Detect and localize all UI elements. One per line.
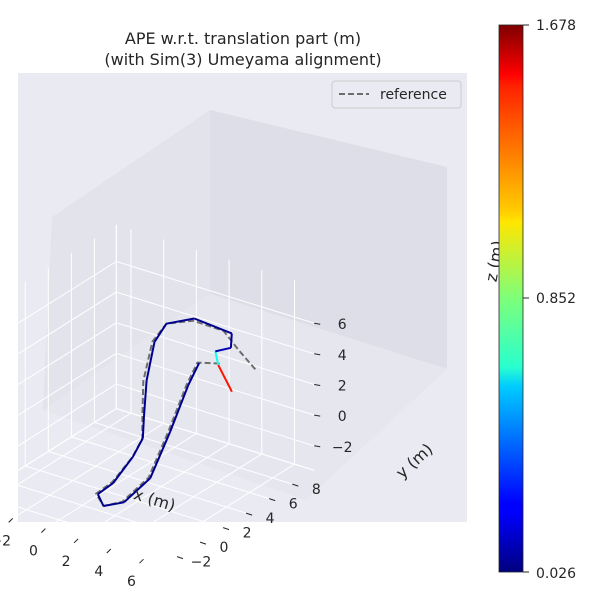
grid-line-z-side: [0, 352, 117, 428]
y-tick-label: 2: [243, 526, 252, 542]
z-tick-mark: [314, 322, 321, 325]
trajectory-layer: [94, 317, 257, 508]
estimate-segment: [141, 415, 145, 439]
z-tick-mark: [314, 445, 321, 448]
colorbar-gradient: [499, 25, 523, 572]
z-tick-label: 4: [338, 348, 347, 364]
pane-edges: [0, 224, 315, 483]
colorbar: 1.678 0.852 0.026: [498, 18, 576, 582]
grid-line-z-side: [0, 291, 117, 366]
y-tick-mark: [222, 527, 230, 531]
estimate-segment: [145, 341, 156, 381]
z-tick-mark: [314, 384, 321, 386]
grid-line-z-side: [0, 322, 117, 397]
x-tick-mark: [73, 538, 79, 544]
x-tick-label: 0: [29, 544, 38, 560]
z-tick-mark: [314, 414, 321, 417]
grid-line-x-floor: [0, 412, 132, 497]
estimate-segment: [149, 431, 172, 479]
grid-line-x-floor: [110, 453, 263, 550]
chart-title-line1: APE w.r.t. translation part (m): [125, 29, 361, 48]
grid-line-z-back: [116, 291, 315, 355]
x-tick-mark: [8, 518, 14, 523]
x-tick-mark: [139, 558, 144, 564]
estimate-segment: [193, 317, 233, 335]
y-tick-mark: [176, 556, 184, 560]
estimate-segment: [169, 384, 190, 433]
legend-box: [331, 80, 462, 109]
grid-line-z-side: [0, 383, 117, 458]
y-tick-mark: [269, 498, 276, 502]
x-tick-mark: [106, 548, 112, 554]
grid-line-x-floor: [77, 443, 230, 540]
grid-line-x-floor: [12, 422, 164, 519]
chart-title-line2: (with Sim(3) Umeyama alignment): [104, 50, 381, 69]
estimate-segment: [96, 493, 105, 507]
x-tick-label: 2: [62, 554, 71, 570]
y-tick-label: −2: [191, 555, 212, 571]
grid-line-y-floor: [94, 421, 293, 485]
z-tick-mark: [314, 353, 321, 356]
estimate-segment: [112, 456, 134, 484]
grid-line-y-floor: [2, 479, 201, 543]
estimate-segment: [153, 323, 168, 343]
x-tick-label: 6: [127, 574, 136, 590]
x-tick-mark: [41, 528, 46, 533]
pane-edge-side-floor: [0, 408, 117, 483]
estimate-segment: [103, 501, 125, 507]
grid-line-y-floor: [25, 465, 224, 529]
y-tick-label: 4: [266, 511, 275, 527]
legend-label-reference: reference: [380, 87, 447, 103]
estimate-segment: [166, 317, 195, 325]
colorbar-label-max: 1.678: [536, 18, 576, 34]
estimate-segment: [214, 351, 220, 366]
estimate-segment: [132, 437, 144, 458]
floor-pane: [43, 294, 447, 500]
y-tick-label: 6: [289, 497, 298, 513]
z-tick-label: −2: [332, 440, 353, 456]
y-tick-mark: [199, 541, 207, 545]
estimate-segment: [123, 477, 151, 504]
grid-line-x-floor: [143, 463, 295, 560]
estimate-segment: [229, 333, 233, 348]
y-tick-label: 0: [220, 540, 229, 556]
y-tick-mark: [245, 512, 253, 516]
estimate-segment: [187, 362, 200, 386]
y-tick-mark: [292, 483, 299, 487]
grid-line-y-floor: [0, 500, 178, 558]
z-tick-label: 2: [338, 379, 347, 395]
colorbar-label-min: 0.026: [536, 566, 576, 582]
y-tick-label: 8: [312, 482, 321, 498]
estimate-segment: [217, 364, 233, 393]
left-pane: [43, 110, 210, 410]
x-tick-label: −2: [0, 533, 11, 549]
z-tick-label: 6: [338, 317, 347, 333]
colorbar-label-mid: 0.852: [536, 291, 576, 307]
series-line-reference: [94, 319, 257, 508]
z-tick-label: 0: [338, 409, 347, 425]
legend: reference: [331, 80, 462, 109]
grid-line-z-back: [116, 383, 315, 447]
grid-line-x-floor: [45, 433, 197, 530]
x-tick-label: 4: [94, 564, 103, 580]
grid-line-z-back: [116, 261, 315, 324]
estimate-segment: [143, 380, 148, 417]
back-pane: [210, 110, 447, 369]
grid-line-y-floor: [71, 436, 270, 500]
grid-line-z-side: [0, 261, 117, 336]
estimate-segment: [215, 346, 232, 353]
pane-edge-back-floor: [116, 408, 315, 471]
estimate-segment: [97, 482, 114, 496]
